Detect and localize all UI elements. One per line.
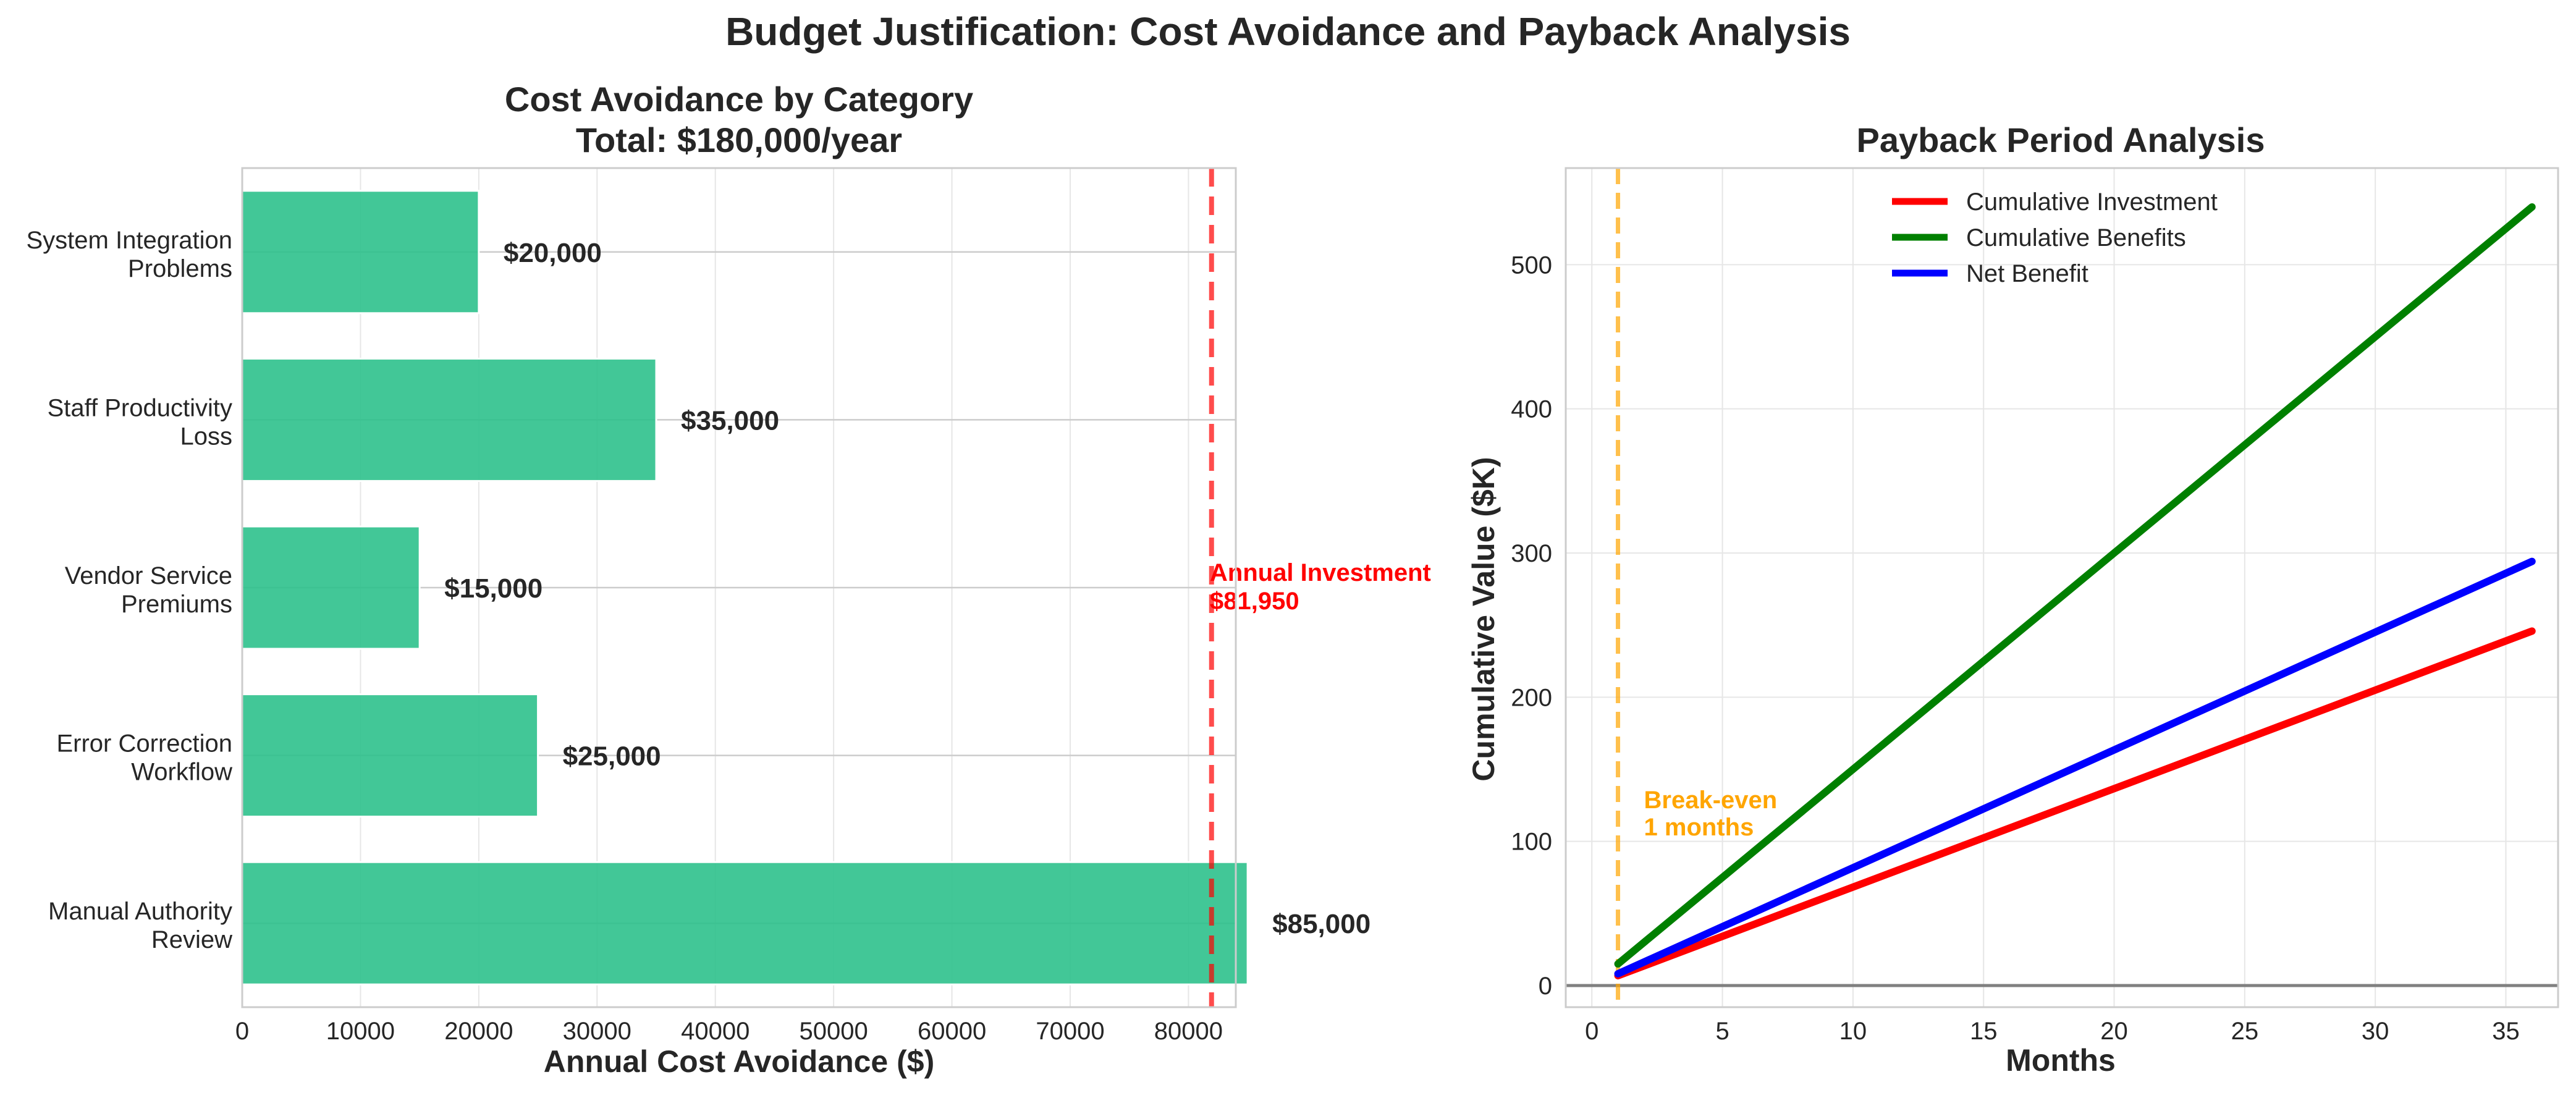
breakeven-months-label: 1 months xyxy=(1644,814,1754,841)
plot-frame xyxy=(241,167,1237,1008)
x-tick-label: 35 xyxy=(2492,1018,2520,1045)
cumulative-benefits-line xyxy=(1614,203,2536,968)
x-tick-label: 60000 xyxy=(918,1018,986,1045)
x-tick-label: 10000 xyxy=(326,1018,395,1045)
x-tick-label: 40000 xyxy=(681,1018,750,1045)
cost-avoidance-title: Cost Avoidance by Category xyxy=(505,80,973,119)
bar xyxy=(241,357,657,482)
category-label: Problems xyxy=(128,255,232,282)
bar xyxy=(241,525,421,650)
category-label: Premiums xyxy=(121,591,232,618)
cost-avoidance-xlabel: Annual Cost Avoidance ($) xyxy=(544,1044,934,1079)
x-tick-label: 70000 xyxy=(1036,1018,1104,1045)
x-tick-label: 0 xyxy=(235,1018,249,1045)
y-tick-label: 0 xyxy=(1539,973,1552,1000)
bar-value-label: $25,000 xyxy=(563,741,661,772)
x-tick-label: 30000 xyxy=(563,1018,631,1045)
category-label: Staff Productivity xyxy=(48,394,232,421)
legend-label: Cumulative Investment xyxy=(1966,188,2218,216)
legend-label: Net Benefit xyxy=(1966,260,2088,287)
category-label: Loss xyxy=(180,423,233,450)
category-label: Vendor Service xyxy=(65,562,232,589)
payback-ylabel: Cumulative Value ($K) xyxy=(1466,457,1501,781)
category-label: Manual Authority xyxy=(48,898,232,925)
x-tick-label: 30 xyxy=(2362,1018,2389,1045)
category-label: Error Correction xyxy=(56,730,232,758)
cumulative-investment-line xyxy=(1614,627,2536,980)
x-tick-label: 0 xyxy=(1585,1018,1598,1045)
bar xyxy=(241,190,480,315)
y-tick-label: 500 xyxy=(1511,251,1552,279)
bar xyxy=(241,693,539,818)
net-benefit-line xyxy=(1614,557,2536,978)
bar-value-label: $85,000 xyxy=(1272,909,1370,939)
y-tick-label: 100 xyxy=(1511,829,1552,856)
breakeven-label: Break-even xyxy=(1644,787,1778,814)
x-tick-label: 20 xyxy=(2100,1018,2128,1045)
x-tick-label: 20000 xyxy=(444,1018,513,1045)
category-label: System Integration xyxy=(27,227,233,254)
y-tick-label: 300 xyxy=(1511,540,1552,567)
legend-label: Cumulative Benefits xyxy=(1966,224,2186,251)
y-tick-label: 400 xyxy=(1511,396,1552,423)
main-title: Budget Justification: Cost Avoidance and… xyxy=(725,9,1851,54)
x-tick-label: 50000 xyxy=(800,1018,868,1045)
plot-frame xyxy=(1565,167,2559,1008)
payback-title: Payback Period Analysis xyxy=(1857,120,2265,159)
payback-xlabel: Months xyxy=(2006,1043,2116,1078)
bar-value-label: $20,000 xyxy=(504,238,602,268)
x-tick-label: 10 xyxy=(1839,1018,1867,1045)
x-tick-label: 15 xyxy=(1970,1018,1998,1045)
cost-avoidance-chart: Cost Avoidance by Category Total: $180,0… xyxy=(27,80,1431,1079)
category-label: Review xyxy=(151,926,232,953)
bar xyxy=(241,861,1249,986)
y-tick-label: 200 xyxy=(1511,684,1552,711)
bar-value-label: $15,000 xyxy=(444,573,543,604)
x-tick-label: 25 xyxy=(2231,1018,2259,1045)
category-label: Workflow xyxy=(131,759,232,786)
x-tick-label: 80000 xyxy=(1154,1018,1223,1045)
x-tick-label: 5 xyxy=(1715,1018,1729,1045)
bar-value-label: $35,000 xyxy=(681,405,779,436)
payback-chart: Payback Period Analysis Months Cumulativ… xyxy=(1466,120,2559,1078)
cost-avoidance-subtitle: Total: $180,000/year xyxy=(576,120,902,159)
annual-investment-value: $81,950 xyxy=(1210,588,1299,615)
annual-investment-label: Annual Investment xyxy=(1210,559,1431,586)
